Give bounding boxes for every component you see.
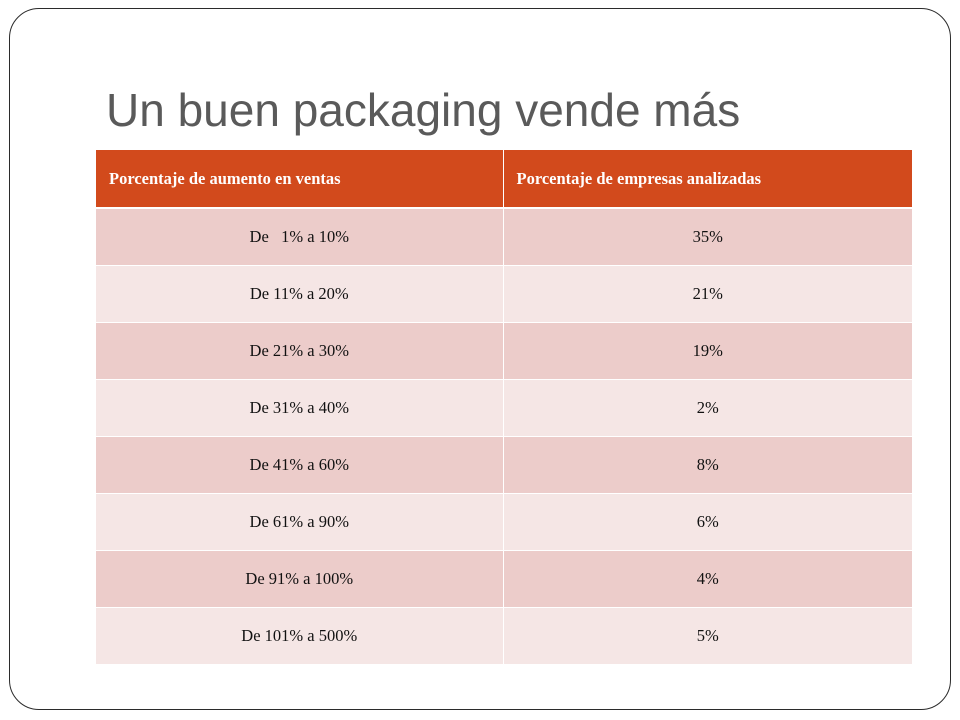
sales-increase-table: Porcentaje de aumento en ventas Porcenta…: [96, 150, 912, 665]
table-row: De 91% a 100% 4%: [96, 550, 912, 608]
share-cell: 35%: [502, 208, 912, 266]
range-cell: De 31% a 40%: [96, 379, 503, 437]
range-cell: De 1% a 10%: [96, 208, 503, 266]
share-cell: 2%: [502, 379, 912, 437]
range-cell: De 41% a 60%: [96, 436, 503, 494]
table-row: De 11% a 20% 21%: [96, 265, 912, 323]
share-cell: 21%: [502, 265, 912, 323]
range-cell: De 91% a 100%: [96, 550, 503, 608]
column-header-sales-increase: Porcentaje de aumento en ventas: [96, 150, 503, 209]
table-row: De 41% a 60% 8%: [96, 436, 912, 494]
share-cell: 19%: [502, 322, 912, 380]
slide-title: Un buen packaging vende más: [106, 84, 741, 136]
range-cell: De 101% a 500%: [96, 607, 503, 665]
range-cell: De 61% a 90%: [96, 493, 503, 551]
table-row: De 1% a 10% 35%: [96, 208, 912, 266]
share-cell: 4%: [502, 550, 912, 608]
table-row: De 31% a 40% 2%: [96, 379, 912, 437]
table-row: De 21% a 30% 19%: [96, 322, 912, 380]
table-row: De 61% a 90% 6%: [96, 493, 912, 551]
range-cell: De 11% a 20%: [96, 265, 503, 323]
table-header-row: Porcentaje de aumento en ventas Porcenta…: [96, 150, 912, 209]
table-row: De 101% a 500% 5%: [96, 607, 912, 665]
column-header-companies-share: Porcentaje de empresas analizadas: [502, 150, 912, 209]
share-cell: 8%: [502, 436, 912, 494]
share-cell: 5%: [502, 607, 912, 665]
share-cell: 6%: [502, 493, 912, 551]
range-cell: De 21% a 30%: [96, 322, 503, 380]
